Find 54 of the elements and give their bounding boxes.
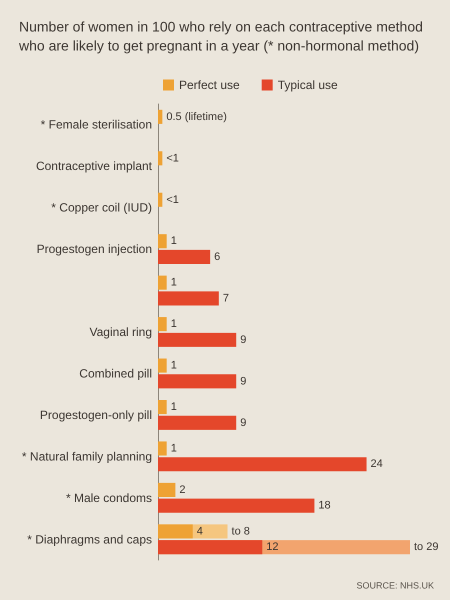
data-label: 9 [240, 375, 246, 388]
data-label: 1 [170, 401, 177, 414]
y-tick-label: * Female sterilisation [40, 118, 152, 132]
bar [158, 276, 167, 290]
bar [158, 482, 176, 497]
bar [158, 416, 236, 430]
y-tick-label: Combined pill [79, 366, 152, 380]
bar [158, 524, 193, 538]
bar [158, 250, 210, 264]
bar [158, 400, 167, 414]
data-label: 18 [318, 500, 331, 512]
y-tick-label: Vaginal ring [90, 325, 152, 339]
y-tick-label: Progestogen-only pill [40, 408, 152, 422]
data-label: 0.5 (lifetime) [166, 110, 227, 123]
bar [158, 540, 262, 554]
bar [158, 234, 167, 248]
data-label: 7 [222, 292, 229, 304]
data-label: 9 [240, 416, 246, 429]
bar [158, 441, 167, 456]
bar [158, 110, 162, 124]
data-label: to 29 [414, 541, 438, 554]
y-tick-label: * Copper coil (IUD) [51, 200, 152, 215]
bar [158, 332, 236, 347]
bar [158, 358, 167, 373]
data-label: <1 [166, 194, 179, 206]
legend-label: Perfect use [179, 78, 240, 92]
data-label: 12 [266, 541, 279, 554]
y-tick-label: Contraceptive implant [36, 159, 153, 174]
source-note: SOURCE: NHS.UK [356, 580, 434, 590]
data-label: 9 [240, 334, 246, 346]
legend-label: Typical use [278, 78, 338, 92]
bar [158, 374, 236, 388]
data-label: 24 [370, 458, 383, 470]
chart-title: Number of women in 100 who rely on each contraceptive method who are likely to get pregnant in a year (* non-hormonal method) [18, 18, 427, 54]
bar [158, 457, 367, 472]
y-tick-label: Progestogen injection [36, 242, 152, 256]
data-label: 1 [170, 360, 177, 372]
data-label: 1 [170, 442, 177, 454]
data-label: 1 [170, 276, 177, 289]
y-tick-label: * Diaphragms and caps [27, 532, 152, 546]
y-tick-label: * Natural family planning [22, 449, 152, 464]
bar [158, 192, 162, 207]
data-label: 1 [170, 318, 177, 330]
data-label: 2 [179, 484, 186, 496]
data-label: <1 [166, 152, 179, 164]
bar [158, 291, 219, 306]
data-label: 1 [170, 235, 177, 248]
data-label: 4 [196, 525, 203, 538]
y-tick-label: * Male condoms [66, 490, 152, 505]
bar [158, 317, 167, 332]
data-label: 6 [214, 250, 220, 263]
bar [158, 151, 162, 166]
data-label: to 8 [232, 525, 250, 538]
bar [158, 498, 314, 513]
